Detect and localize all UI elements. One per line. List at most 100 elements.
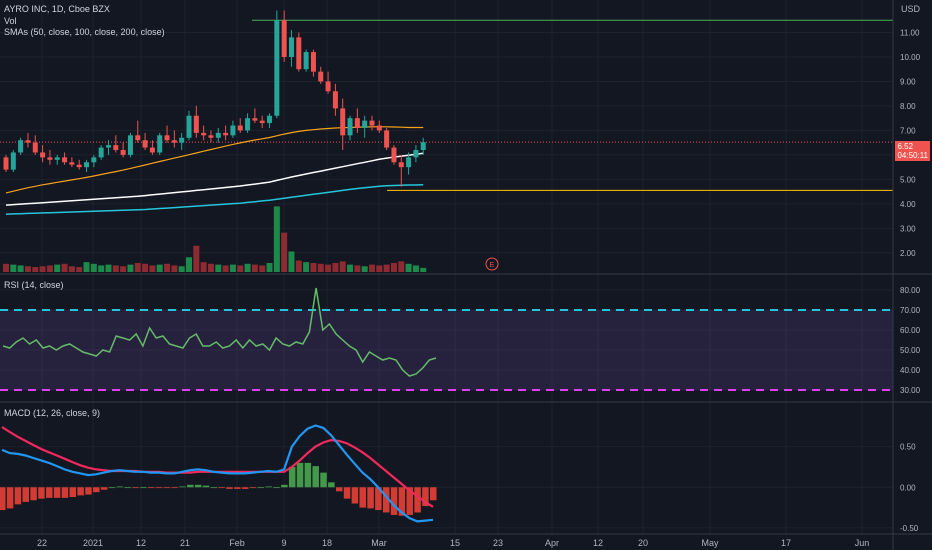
candle-body xyxy=(391,147,397,163)
candle-body xyxy=(113,145,119,151)
macd-tick-label: -0.50 xyxy=(900,524,919,533)
candle-body xyxy=(208,135,214,138)
volume-bar xyxy=(339,261,346,272)
rsi-pane[interactable] xyxy=(0,287,893,391)
volume-bar xyxy=(193,245,200,272)
x-tick-label: 21 xyxy=(180,538,190,548)
candle-body xyxy=(252,118,258,121)
macd-legend[interactable]: MACD (12, 26, close, 9) xyxy=(4,408,101,418)
macd-histogram-bar xyxy=(14,487,22,505)
macd-histogram-bar xyxy=(304,462,312,488)
macd-histogram-bar xyxy=(296,462,304,488)
candle-body xyxy=(54,157,60,160)
volume-bar xyxy=(244,263,251,272)
candle-body xyxy=(362,120,368,128)
candle-body xyxy=(310,52,316,72)
volume-bar xyxy=(171,265,178,272)
macd-histogram-bar xyxy=(382,487,390,513)
volume-bar xyxy=(127,264,134,272)
macd-histogram-bar xyxy=(265,486,272,488)
macd-histogram-bar xyxy=(140,487,147,489)
candle-body xyxy=(369,120,375,126)
sma50-line xyxy=(5,126,424,194)
grid-lines xyxy=(0,0,893,534)
vol-legend[interactable]: Vol xyxy=(4,16,17,26)
volume-bar xyxy=(237,265,244,272)
rsi-tick-label: 70.00 xyxy=(900,306,921,315)
x-tick-label: 9 xyxy=(281,538,286,548)
candle-body xyxy=(91,157,97,163)
earnings-marker[interactable]: E xyxy=(485,257,499,271)
macd-histogram-bar xyxy=(320,472,327,488)
candle-body xyxy=(40,152,46,158)
rsi-band-fill xyxy=(0,310,893,390)
candle-body xyxy=(179,137,185,143)
volume-bar xyxy=(46,265,53,272)
candle-body xyxy=(420,142,426,151)
volume-bar xyxy=(369,264,375,272)
macd-histogram-bar xyxy=(85,487,92,495)
candle-body xyxy=(398,162,404,168)
macd-histogram-bar xyxy=(53,487,61,498)
volume-bar xyxy=(229,264,236,272)
volume-pane xyxy=(3,206,427,272)
macd-histogram-bar xyxy=(0,487,6,511)
candle-body xyxy=(84,162,90,168)
price-tick-label: 9.00 xyxy=(900,77,916,86)
macd-histogram-bar xyxy=(187,484,194,488)
volume-bar xyxy=(105,264,112,272)
symbol-legend[interactable]: AYRO INC, 1D, Cboe BZX xyxy=(4,4,110,14)
volume-bar xyxy=(398,261,405,272)
macd-histogram-bar xyxy=(171,487,178,489)
volume-bar xyxy=(383,264,390,272)
rsi-legend[interactable]: RSI (14, close) xyxy=(4,280,64,290)
volume-bar xyxy=(361,266,368,272)
macd-pane[interactable] xyxy=(0,424,437,523)
macd-histogram-bar xyxy=(155,487,163,489)
rsi-line xyxy=(2,287,437,377)
candle-body xyxy=(318,71,324,82)
macd-histogram-bar xyxy=(6,487,14,509)
candle-body xyxy=(135,135,141,141)
macd-histogram-bar xyxy=(257,487,265,489)
volume-bar xyxy=(32,267,39,272)
macd-histogram-bar xyxy=(390,487,398,515)
volume-bar xyxy=(412,265,419,272)
macd-histogram-bar xyxy=(179,486,186,488)
volume-bar xyxy=(420,267,427,272)
volume-bar xyxy=(24,266,31,272)
last-price-badge: 6.52 04:50:11 xyxy=(895,141,930,161)
sma-legend[interactable]: SMAs (50, close, 100, close, 200, close) xyxy=(4,27,165,37)
candle-body xyxy=(274,20,280,116)
candle-body xyxy=(223,132,229,136)
volume-bar xyxy=(142,263,149,272)
price-tick-label: 4.00 xyxy=(900,200,916,209)
candle-body xyxy=(76,164,82,168)
macd-histogram-bar xyxy=(406,487,413,515)
candle-body xyxy=(296,37,302,70)
macd-histogram-bar xyxy=(202,485,210,488)
x-tick-label: 2021 xyxy=(83,538,103,548)
candle-body xyxy=(259,120,265,124)
macd-histogram-bar xyxy=(38,487,45,499)
macd-histogram-bar xyxy=(351,487,359,504)
macd-histogram-bar xyxy=(226,487,233,489)
candle-body xyxy=(376,125,382,131)
candle-body xyxy=(47,157,53,160)
candle-body xyxy=(186,115,192,138)
candle-body xyxy=(332,91,338,109)
macd-tick-label: 0.00 xyxy=(900,483,916,492)
macd-histogram-bar xyxy=(100,487,108,490)
volume-bar xyxy=(54,264,61,272)
candle-body xyxy=(267,115,273,124)
volume-bar xyxy=(120,266,127,272)
candle-body xyxy=(303,52,309,70)
candle-body xyxy=(245,118,251,131)
candle-body xyxy=(69,162,75,165)
volume-bar xyxy=(317,263,324,272)
volume-bar xyxy=(347,264,354,272)
volume-bar xyxy=(39,266,46,272)
price-pane[interactable] xyxy=(0,10,893,215)
volume-bar xyxy=(200,262,207,272)
